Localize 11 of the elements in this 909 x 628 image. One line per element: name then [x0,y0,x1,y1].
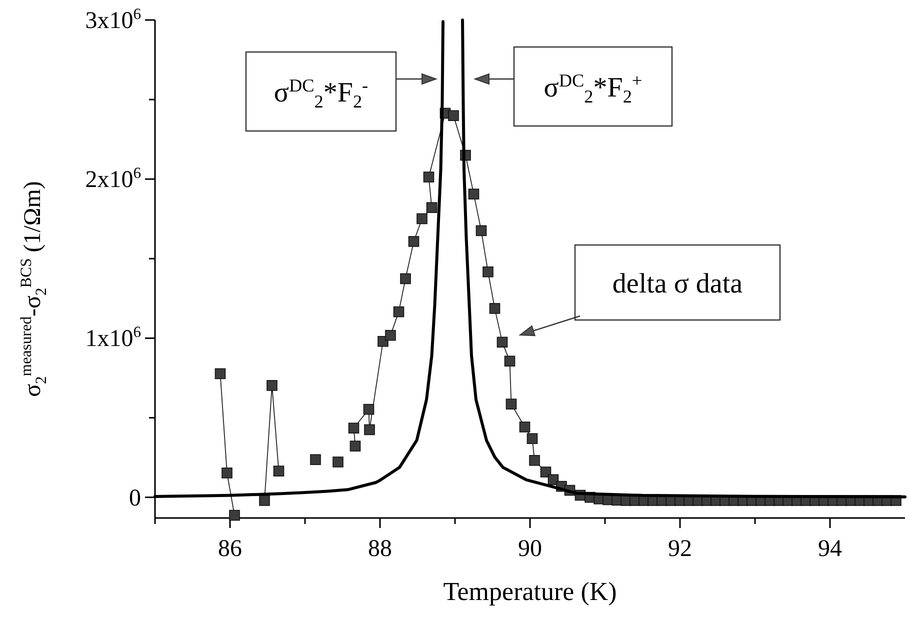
x-tick-label: 86 [218,536,242,562]
x-tick-label: 88 [368,536,392,562]
x-tick-label: 90 [518,536,542,562]
x-tick-label: 92 [668,536,692,562]
x-tick-label: 94 [818,536,842,562]
annotation: delta σ data [612,268,744,300]
x-axis-title: Temperature (K) [443,577,617,606]
y-tick-label: 3x10$^{6}$ [85,6,142,34]
y-tick-label: 0 [129,485,141,512]
y-tick-label: 2x10$^{6}$ [85,165,142,194]
y-tick-label: 1x10$^{6}$ [85,324,142,352]
